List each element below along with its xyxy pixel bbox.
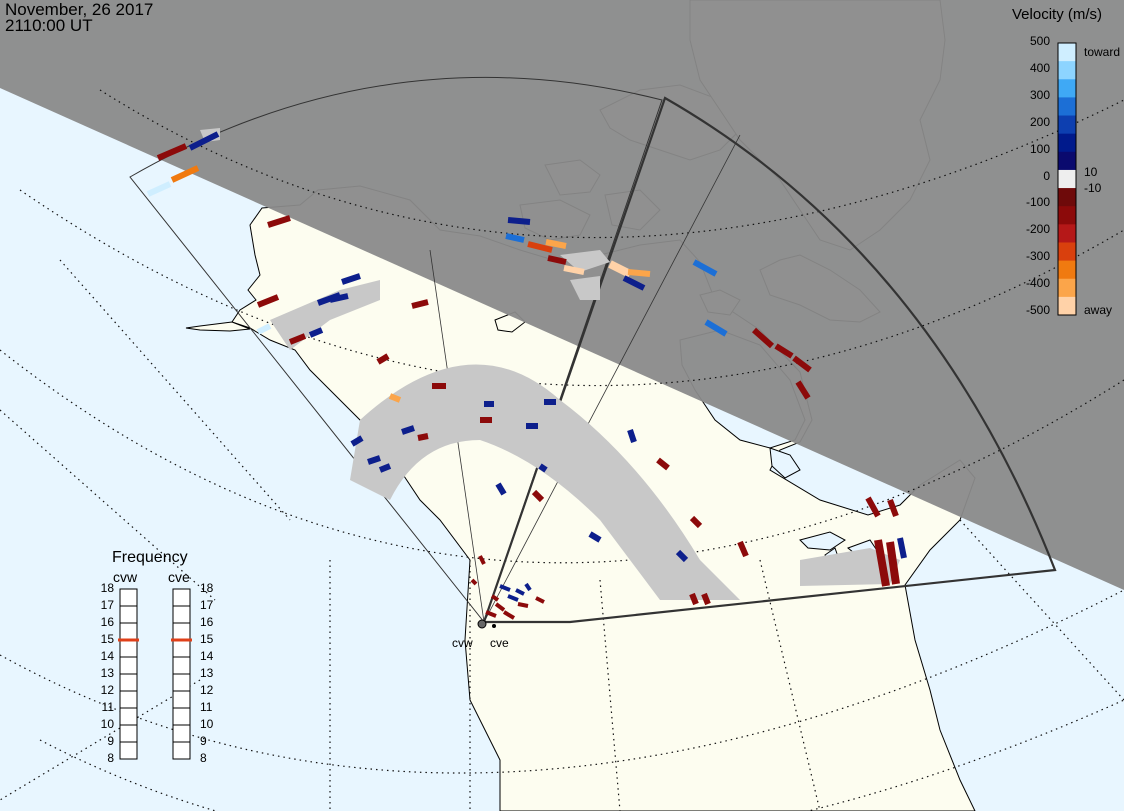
velocity-colorbar-segment (1058, 278, 1076, 298)
velocity-colorbar-segment (1058, 133, 1076, 153)
frequency-tick-right: 12 (200, 683, 214, 697)
velocity-colorbar-segment (1058, 169, 1076, 189)
velocity-tick-label: 10 (1084, 165, 1098, 179)
frequency-tick-left: 14 (100, 649, 114, 663)
frequency-tick-right: 9 (200, 734, 207, 748)
velocity-colorbar (1057, 42, 1077, 316)
velocity-scale-title: Velocity (m/s) (1012, 6, 1103, 23)
frequency-tick-left: 16 (100, 615, 114, 629)
frequency-radar-label-cve: cve (168, 569, 190, 585)
velocity-colorbar-segment (1058, 188, 1076, 207)
velocity-tick-label: -400 (1025, 276, 1050, 290)
frequency-tick-right: 17 (200, 598, 214, 612)
frequency-tick-right: 11 (200, 700, 213, 714)
frequency-tick-left: 13 (100, 666, 114, 680)
frequency-tick-left: 9 (107, 734, 114, 748)
velocity-toward-label: toward (1084, 45, 1121, 59)
velocity-echoes (146, 131, 907, 620)
night-terminator-shading (0, 0, 1124, 590)
frequency-tick-right: 8 (200, 751, 207, 765)
velocity-colorbar-segment (1058, 296, 1076, 316)
frequency-tick-left: 18 (100, 581, 114, 595)
velocity-tick-label: 400 (1029, 61, 1050, 75)
velocity-away-label: away (1084, 303, 1113, 317)
frequency-panel (118, 588, 192, 760)
aleutian-peninsula (185, 321, 251, 332)
cve-fov (482, 96, 1057, 624)
ground-scatter (200, 128, 900, 600)
velocity-tick-label: -10 (1084, 181, 1102, 195)
frequency-tick-right: 16 (200, 615, 214, 629)
date-label: November, 26 2017 (5, 0, 154, 19)
james-bay (769, 447, 801, 479)
frequency-tick-right: 10 (200, 717, 214, 731)
velocity-tick-label: -300 (1025, 249, 1050, 263)
velocity-colorbar-segment (1058, 43, 1076, 62)
velocity-tick-label: 0 (1043, 169, 1050, 183)
frequency-tick-left: 17 (100, 598, 114, 612)
frequency-tick-left: 12 (100, 683, 114, 697)
velocity-colorbar-segment (1058, 206, 1076, 225)
cve-fov-beam-line (483, 134, 741, 623)
velocity-tick-label: -100 (1025, 195, 1050, 209)
cvw-fov (129, 76, 663, 624)
frequency-tick-left: 15 (100, 632, 114, 646)
velocity-tick-label: 200 (1029, 115, 1050, 129)
velocity-tick-label: 500 (1029, 34, 1050, 48)
frequency-tick-left: 10 (100, 717, 114, 731)
frequency-tick-left: 8 (107, 751, 114, 765)
station-label-cve: cve (490, 636, 509, 650)
velocity-colorbar-segment (1058, 260, 1076, 280)
station-cve-marker (492, 624, 496, 628)
velocity-tick-label: 300 (1029, 88, 1050, 102)
velocity-colorbar-segment (1058, 224, 1076, 243)
frequency-tick-right: 14 (200, 649, 214, 663)
time-label: 2110:00 UT (5, 16, 93, 35)
frequency-radar-label-cvw: cvw (113, 569, 138, 585)
velocity-colorbar-segment (1058, 242, 1076, 262)
velocity-colorbar-segment (1058, 97, 1076, 117)
station-label-cvw: cvw (452, 636, 473, 650)
velocity-tick-label: -200 (1025, 222, 1050, 236)
velocity-tick-label: 100 (1029, 142, 1050, 156)
velocity-tick-label: -500 (1025, 303, 1050, 317)
frequency-tick-left: 11 (101, 700, 114, 714)
velocity-colorbar-segment (1058, 61, 1076, 80)
frequency-tick-right: 13 (200, 666, 214, 680)
frequency-panel-title: Frequency (112, 549, 188, 566)
frequency-tick-right: 18 (200, 581, 214, 595)
station-cvw-marker (477, 619, 487, 629)
velocity-colorbar-segment (1058, 115, 1076, 135)
velocity-colorbar-segment (1058, 151, 1076, 171)
velocity-colorbar-segment (1058, 79, 1076, 98)
frequency-tick-right: 15 (200, 632, 214, 646)
